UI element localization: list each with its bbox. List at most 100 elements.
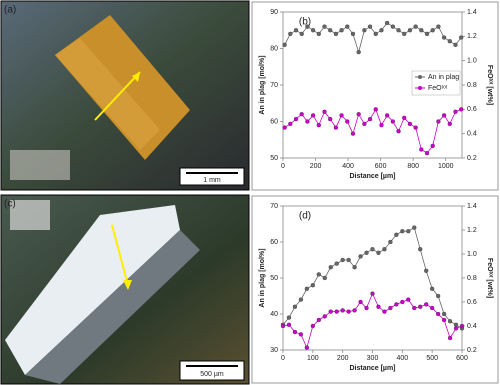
data-point bbox=[402, 115, 407, 120]
y2-tick-label: 0.2 bbox=[467, 347, 477, 354]
data-point bbox=[394, 232, 399, 237]
data-point bbox=[435, 311, 441, 317]
data-point bbox=[396, 28, 401, 33]
y2-tick-label: 0.4 bbox=[467, 131, 477, 138]
data-point bbox=[299, 112, 304, 117]
data-point bbox=[370, 247, 375, 252]
data-point bbox=[441, 113, 447, 118]
y2-axis-label: FeOᵗᵒᵗ [wt%] bbox=[486, 258, 493, 298]
data-point bbox=[406, 297, 411, 302]
data-point bbox=[406, 229, 411, 234]
data-point bbox=[328, 116, 333, 122]
data-point bbox=[418, 304, 423, 309]
data-point bbox=[310, 283, 315, 288]
data-point bbox=[453, 109, 458, 114]
data-point bbox=[328, 28, 333, 33]
data-point bbox=[459, 323, 465, 329]
x-tick-label: 300 bbox=[367, 355, 379, 362]
panel-label: (d) bbox=[299, 211, 311, 222]
data-point bbox=[339, 113, 344, 118]
data-point bbox=[412, 305, 417, 311]
y-tick-label: 50 bbox=[270, 155, 278, 162]
data-point bbox=[304, 345, 310, 350]
data-point bbox=[298, 332, 304, 337]
data-point bbox=[453, 42, 458, 47]
data-point bbox=[430, 143, 435, 148]
y2-tick-label: 1.4 bbox=[467, 9, 477, 16]
data-point bbox=[305, 24, 310, 29]
panel-label: (b) bbox=[299, 17, 311, 28]
data-point bbox=[379, 123, 384, 128]
y-tick-label: 60 bbox=[270, 118, 278, 125]
data-point bbox=[436, 119, 441, 124]
data-point bbox=[322, 314, 327, 319]
data-point bbox=[400, 299, 405, 305]
data-point bbox=[364, 305, 369, 311]
x-tick-label: 100 bbox=[307, 355, 319, 362]
x-tick-label: 1000 bbox=[438, 163, 454, 170]
micrograph-a: (a) 1 mm bbox=[0, 0, 250, 191]
data-point bbox=[364, 250, 369, 255]
data-point bbox=[292, 329, 298, 335]
data-point bbox=[447, 121, 452, 127]
data-point bbox=[352, 265, 357, 270]
y2-axis-label: FeOᵗᵒᵗ [wt%] bbox=[486, 65, 493, 105]
x-tick-label: 400 bbox=[342, 163, 354, 170]
data-point bbox=[407, 121, 413, 127]
data-point bbox=[447, 39, 452, 44]
data-point bbox=[419, 28, 424, 33]
y-tick-label: 90 bbox=[270, 9, 278, 16]
data-point bbox=[430, 28, 435, 33]
data-point bbox=[305, 119, 310, 124]
y2-tick-label: 1.2 bbox=[467, 227, 477, 234]
data-point bbox=[407, 28, 413, 33]
y-tick-label: 40 bbox=[270, 311, 278, 318]
x-tick-label: 800 bbox=[407, 163, 419, 170]
y-tick-label: 60 bbox=[270, 239, 278, 246]
data-point bbox=[322, 109, 327, 114]
data-point bbox=[286, 322, 292, 327]
data-point bbox=[459, 107, 464, 112]
x-tick-label: 200 bbox=[310, 163, 322, 170]
data-point bbox=[345, 24, 350, 29]
data-point bbox=[370, 291, 375, 296]
panel-label: (a) bbox=[4, 5, 16, 16]
data-point bbox=[293, 116, 299, 122]
data-point bbox=[356, 112, 361, 117]
data-point bbox=[402, 31, 407, 37]
data-point bbox=[436, 24, 441, 29]
y2-tick-label: 0.4 bbox=[467, 323, 477, 330]
data-point bbox=[316, 31, 321, 37]
data-point bbox=[352, 308, 357, 313]
data-point bbox=[367, 24, 373, 29]
data-point bbox=[293, 28, 299, 33]
data-point bbox=[379, 28, 384, 33]
data-point bbox=[298, 297, 304, 302]
data-point bbox=[282, 42, 287, 47]
y-tick-label: 80 bbox=[270, 45, 278, 52]
data-point bbox=[424, 31, 430, 37]
data-point bbox=[396, 129, 401, 134]
data-point bbox=[412, 225, 417, 230]
data-point bbox=[286, 315, 292, 320]
x-tick-label: 0 bbox=[281, 163, 285, 170]
data-point bbox=[304, 286, 310, 291]
data-point bbox=[333, 31, 339, 37]
data-point bbox=[339, 28, 344, 33]
y-tick-label: 70 bbox=[270, 203, 278, 210]
data-point bbox=[388, 305, 393, 311]
data-point bbox=[424, 302, 429, 307]
y-axis-label: An in plag [mol%] bbox=[259, 55, 266, 114]
data-point bbox=[362, 121, 367, 127]
data-point bbox=[430, 286, 435, 291]
data-point bbox=[382, 247, 387, 252]
data-point bbox=[350, 131, 356, 136]
data-point bbox=[333, 125, 339, 130]
data-point bbox=[334, 261, 339, 266]
data-point bbox=[322, 275, 327, 281]
data-point bbox=[310, 113, 316, 118]
y-tick-label: 50 bbox=[270, 275, 278, 282]
data-point bbox=[453, 326, 459, 331]
data-point bbox=[419, 147, 424, 152]
